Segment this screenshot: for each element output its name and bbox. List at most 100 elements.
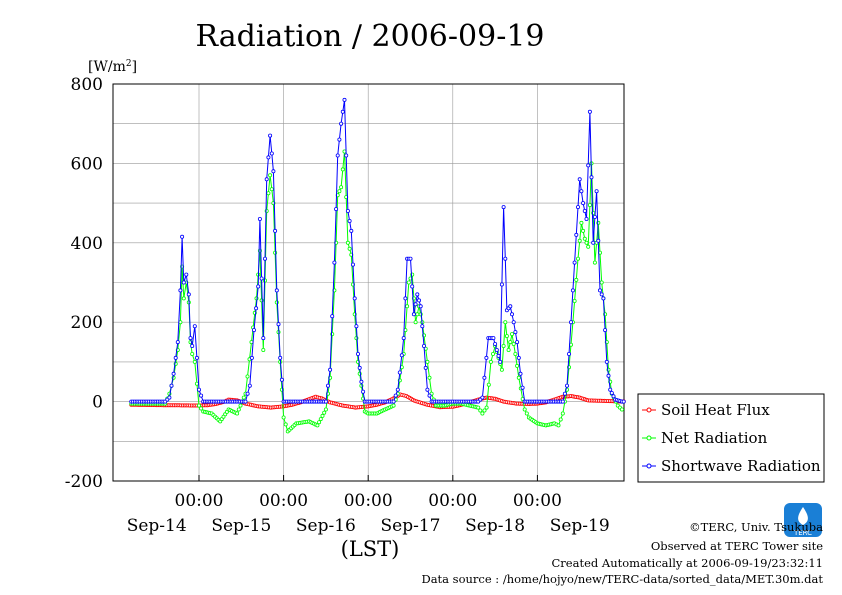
data-point — [480, 411, 485, 416]
data-point — [405, 304, 410, 309]
data-point — [503, 256, 508, 261]
data-point — [269, 151, 274, 156]
data-point — [484, 405, 489, 410]
data-point — [257, 216, 262, 221]
data-point — [245, 374, 250, 379]
series-line — [131, 99, 624, 403]
data-point — [199, 393, 204, 398]
data-point — [283, 422, 288, 427]
data-point — [587, 109, 592, 114]
data-point — [499, 282, 504, 287]
x-tick-time: 00:00 — [175, 491, 224, 511]
data-point — [256, 284, 261, 289]
y-tick-label: -200 — [65, 472, 103, 492]
data-point — [323, 399, 328, 404]
data-point — [488, 359, 493, 364]
terc-logo: TERC — [784, 503, 822, 537]
legend: Soil Heat Flux Net Radiation Shortwave Rad… — [637, 393, 825, 483]
data-point — [498, 359, 503, 364]
logo-text: TERC — [793, 529, 812, 537]
data-point — [589, 175, 594, 180]
data-point — [482, 375, 487, 380]
footer-source: Data source : /home/hojyo/new/TERC-data/… — [421, 572, 823, 586]
data-point — [558, 417, 563, 422]
data-point — [251, 328, 256, 333]
data-point — [325, 383, 330, 388]
data-point — [192, 359, 197, 364]
grid — [113, 84, 624, 481]
data-point — [569, 320, 574, 325]
data-point — [184, 272, 189, 277]
footer-copyright: ©TERC, Univ. Tsukuba — [689, 520, 823, 534]
data-point — [391, 403, 396, 408]
data-point — [415, 312, 420, 317]
data-point — [606, 373, 611, 378]
data-point — [196, 387, 201, 392]
data-point — [194, 355, 199, 360]
data-point — [415, 292, 420, 297]
data-point — [490, 351, 495, 356]
data-point — [611, 394, 616, 399]
x-tick-date: Sep-15 — [211, 516, 271, 536]
data-point — [322, 410, 327, 415]
data-point — [579, 220, 584, 225]
data-point — [572, 298, 577, 303]
data-point — [408, 256, 413, 261]
legend-label: Net Radiation — [661, 429, 768, 447]
data-point — [249, 355, 254, 360]
data-point — [587, 203, 592, 208]
data-point — [560, 411, 565, 416]
data-point — [411, 312, 416, 317]
data-point — [581, 228, 586, 233]
data-point — [167, 395, 172, 400]
data-point — [515, 363, 520, 368]
data-point — [186, 292, 191, 297]
data-point — [359, 379, 364, 384]
data-point — [560, 399, 565, 404]
data-point — [499, 367, 504, 372]
series-line — [131, 151, 623, 433]
data-point — [199, 406, 204, 411]
data-point — [594, 189, 599, 194]
series-group — [129, 97, 626, 434]
data-point — [570, 288, 575, 293]
data-point — [410, 284, 415, 289]
data-point — [520, 385, 525, 390]
data-point — [413, 320, 418, 325]
data-point — [181, 296, 186, 301]
x-tick-date: Sep-16 — [296, 516, 356, 536]
legend-box — [637, 393, 825, 483]
data-point — [178, 288, 183, 293]
data-point — [504, 334, 509, 339]
data-point — [397, 370, 402, 375]
legend-marker — [646, 407, 652, 413]
data-point — [592, 260, 597, 265]
data-point — [577, 177, 582, 182]
data-point — [355, 351, 360, 356]
data-point — [423, 365, 428, 370]
data-point — [476, 405, 481, 410]
data-point — [574, 232, 579, 237]
data-point — [582, 236, 587, 241]
y-tick-label: 0 — [92, 393, 103, 413]
data-point — [621, 399, 626, 404]
plot-frame — [112, 83, 625, 482]
data-point — [345, 240, 350, 245]
data-point — [315, 423, 320, 428]
data-point — [268, 173, 273, 178]
data-point — [425, 359, 430, 364]
data-point — [357, 365, 362, 370]
data-point — [399, 353, 404, 358]
data-point — [262, 256, 267, 261]
data-point — [328, 367, 333, 372]
data-point — [196, 403, 201, 408]
data-point — [354, 324, 359, 329]
data-point — [601, 296, 606, 301]
data-point — [584, 216, 589, 221]
data-point — [245, 391, 250, 396]
data-point — [349, 228, 354, 233]
legend-marker — [646, 463, 652, 469]
data-point — [352, 296, 357, 301]
data-point — [342, 97, 347, 102]
data-point — [276, 322, 281, 327]
